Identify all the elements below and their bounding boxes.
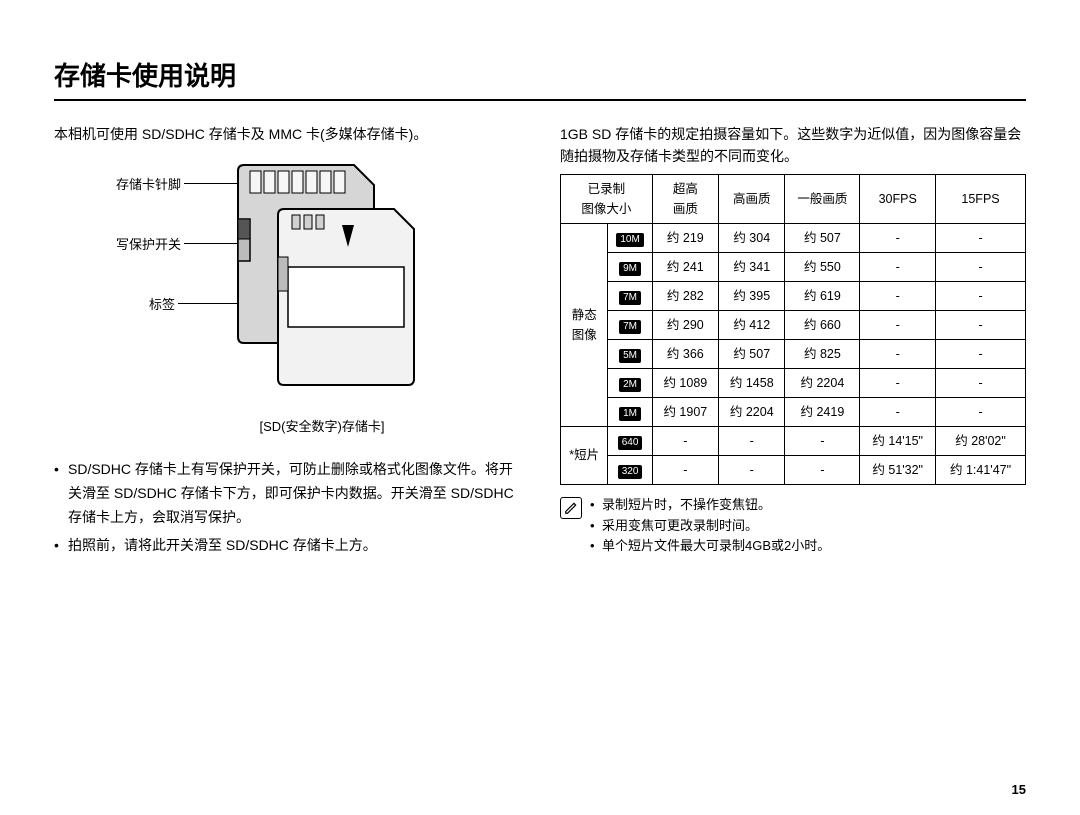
left-bullet-2: 拍照前，请将此开关滑至 SD/SDHC 存储卡上方。	[54, 534, 520, 558]
capacity-cell: 约 619	[785, 281, 860, 310]
group-still: 静态 图像	[561, 223, 608, 426]
capacity-cell: 约 28'02"	[936, 426, 1026, 455]
capacity-cell: -	[936, 368, 1026, 397]
capacity-cell: -	[652, 455, 718, 484]
capacity-cell: 约 290	[652, 310, 718, 339]
capacity-cell: 约 2204	[719, 397, 785, 426]
capacity-cell: -	[652, 426, 718, 455]
th-normal: 一般画质	[785, 174, 860, 223]
capacity-cell: 约 2204	[785, 368, 860, 397]
th-30fps: 30FPS	[860, 174, 936, 223]
pencil-icon	[560, 497, 582, 519]
capacity-cell: 约 412	[719, 310, 785, 339]
capacity-cell: 约 395	[719, 281, 785, 310]
sd-card-diagram: 存储卡针脚 写保护开关 标签	[54, 157, 474, 407]
capacity-cell: -	[785, 455, 860, 484]
th-size: 已录制 图像大小	[561, 174, 653, 223]
capacity-cell: 约 550	[785, 252, 860, 281]
th-super: 超高 画质	[652, 174, 718, 223]
left-bullets: SD/SDHC 存储卡上有写保护开关，可防止删除或格式化图像文件。将开关滑至 S…	[54, 458, 520, 557]
left-column: 本相机可使用 SD/SDHC 存储卡及 MMC 卡(多媒体存储卡)。 存储卡针脚…	[54, 123, 520, 561]
label-wp: 写保护开关	[116, 235, 181, 256]
capacity-cell: 约 660	[785, 310, 860, 339]
size-icon-cell: 7M	[608, 310, 652, 339]
capacity-cell: 约 1458	[719, 368, 785, 397]
diagram-caption: [SD(安全数字)存储卡]	[124, 417, 520, 438]
size-icon-cell: 9M	[608, 252, 652, 281]
capacity-cell: -	[936, 339, 1026, 368]
note-1: 录制短片时，不操作变焦钮。	[590, 495, 830, 516]
capacity-cell: -	[860, 397, 936, 426]
capacity-cell: -	[936, 281, 1026, 310]
capacity-cell: -	[785, 426, 860, 455]
capacity-cell: -	[936, 223, 1026, 252]
capacity-cell: -	[860, 252, 936, 281]
page-number: 15	[1012, 782, 1026, 797]
capacity-cell: -	[936, 397, 1026, 426]
note-2: 采用变焦可更改录制时间。	[590, 516, 830, 537]
capacity-cell: 约 1089	[652, 368, 718, 397]
size-icon-cell: 5M	[608, 339, 652, 368]
capacity-cell: -	[936, 252, 1026, 281]
capacity-cell: 约 1907	[652, 397, 718, 426]
size-icon-cell: 1M	[608, 397, 652, 426]
size-icon-cell: 2M	[608, 368, 652, 397]
capacity-cell: 约 341	[719, 252, 785, 281]
group-movie: *短片	[561, 426, 608, 484]
capacity-cell: -	[860, 223, 936, 252]
left-intro: 本相机可使用 SD/SDHC 存储卡及 MMC 卡(多媒体存储卡)。	[54, 123, 520, 145]
capacity-cell: -	[860, 310, 936, 339]
capacity-cell: 约 366	[652, 339, 718, 368]
size-icon-cell: 10M	[608, 223, 652, 252]
capacity-cell: -	[860, 368, 936, 397]
size-icon-cell: 320	[608, 455, 652, 484]
capacity-cell: 约 241	[652, 252, 718, 281]
size-icon-cell: 7M	[608, 281, 652, 310]
right-column: 1GB SD 存储卡的规定拍摄容量如下。这些数字为近似值，因为图像容量会随拍摄物…	[560, 123, 1026, 561]
capacity-cell: 约 825	[785, 339, 860, 368]
label-tag: 标签	[149, 295, 175, 316]
th-high: 高画质	[719, 174, 785, 223]
capacity-cell: 约 282	[652, 281, 718, 310]
size-icon-cell: 640	[608, 426, 652, 455]
left-bullet-1: SD/SDHC 存储卡上有写保护开关，可防止删除或格式化图像文件。将开关滑至 S…	[54, 458, 520, 529]
right-intro: 1GB SD 存储卡的规定拍摄容量如下。这些数字为近似值，因为图像容量会随拍摄物…	[560, 123, 1026, 168]
page-title: 存储卡使用说明	[54, 56, 1026, 101]
capacity-cell: 约 2419	[785, 397, 860, 426]
capacity-cell: -	[860, 281, 936, 310]
capacity-cell: 约 51'32"	[860, 455, 936, 484]
note-bullets: 录制短片时，不操作变焦钮。 采用变焦可更改录制时间。 单个短片文件最大可录制4G…	[590, 495, 830, 557]
capacity-cell: -	[860, 339, 936, 368]
capacity-cell: 约 14'15"	[860, 426, 936, 455]
capacity-cell: 约 304	[719, 223, 785, 252]
notes-block: 录制短片时，不操作变焦钮。 采用变焦可更改录制时间。 单个短片文件最大可录制4G…	[560, 495, 1026, 557]
capacity-cell: 约 219	[652, 223, 718, 252]
capacity-cell: 约 507	[719, 339, 785, 368]
label-pins: 存储卡针脚	[116, 175, 181, 196]
capacity-cell: -	[936, 310, 1026, 339]
note-3: 单个短片文件最大可录制4GB或2小时。	[590, 536, 830, 557]
capacity-cell: -	[719, 426, 785, 455]
capacity-cell: 约 1:41'47"	[936, 455, 1026, 484]
capacity-table: 已录制 图像大小 超高 画质 高画质 一般画质 30FPS 15FPS 静态 图…	[560, 174, 1026, 485]
th-15fps: 15FPS	[936, 174, 1026, 223]
capacity-cell: 约 507	[785, 223, 860, 252]
sd-card-svg	[214, 157, 434, 387]
capacity-cell: -	[719, 455, 785, 484]
